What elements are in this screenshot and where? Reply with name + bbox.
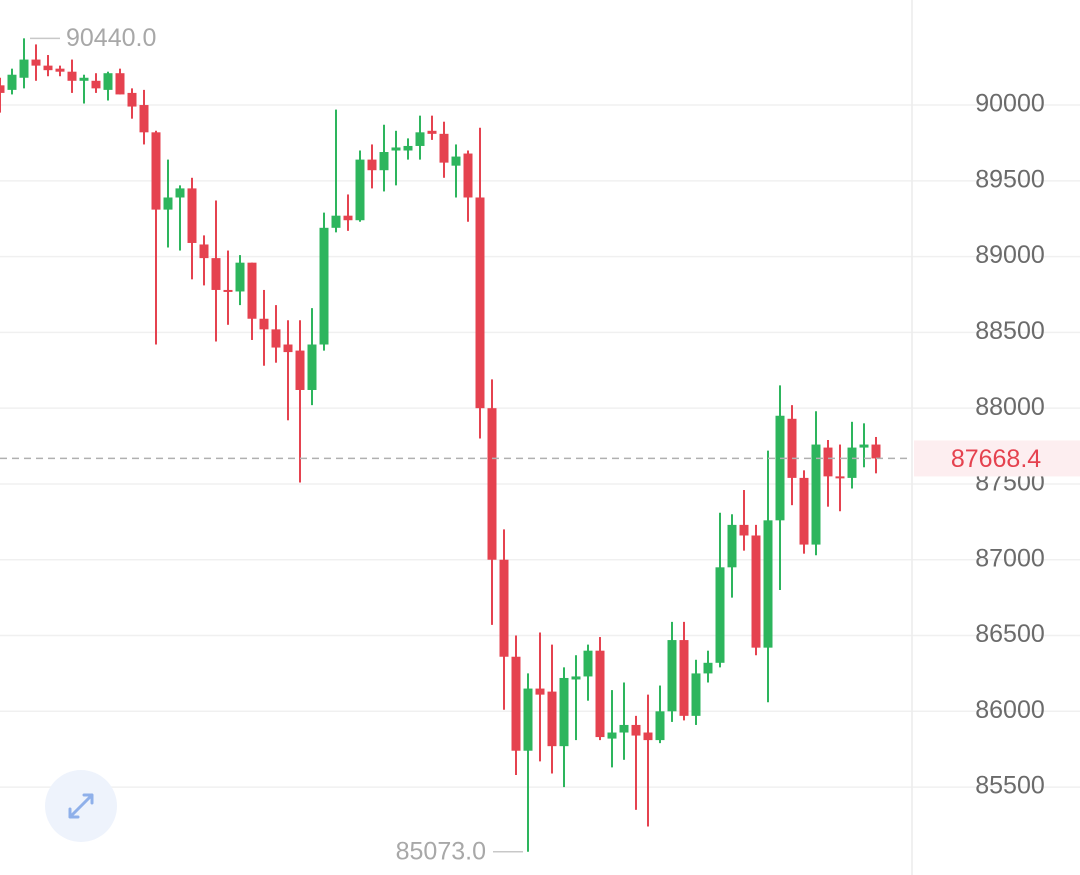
candle-body (31, 59, 41, 66)
candle-body (55, 68, 65, 72)
candle-body (631, 724, 641, 736)
candle-body (595, 650, 605, 738)
candle-body (151, 132, 161, 210)
candle-body (223, 289, 233, 292)
candle-body (175, 188, 185, 198)
candle-body (619, 724, 629, 733)
candles (0, 38, 881, 852)
candle-body (835, 476, 845, 479)
candle-body (211, 258, 221, 290)
candle-body (451, 156, 461, 166)
candle-body (283, 344, 293, 353)
candle-body (319, 227, 329, 345)
candle-body (343, 215, 353, 221)
candle-body (475, 197, 485, 409)
expand-icon[interactable] (68, 793, 94, 819)
candle-body (847, 447, 857, 478)
candle-body (643, 732, 653, 741)
candle-body (19, 59, 29, 78)
candle-body (583, 650, 593, 677)
candle-body (823, 447, 833, 477)
candle-body (811, 444, 821, 545)
candle-body (187, 188, 197, 243)
candle-body (439, 133, 449, 163)
y-tick-label: 85500 (975, 772, 1045, 800)
candle-body (79, 77, 89, 81)
candle-body (679, 640, 689, 716)
candle-body (547, 691, 557, 747)
candle-body (259, 318, 269, 330)
candle-body (235, 262, 245, 292)
y-tick-label: 88500 (975, 317, 1045, 345)
candle-body (415, 132, 425, 146)
candle-body (715, 567, 725, 663)
candle-body (7, 74, 17, 90)
candle-body (379, 152, 389, 171)
candle-body (667, 640, 677, 712)
y-axis: 8550086000865008700087500880008850089000… (975, 90, 1045, 800)
candle-body (763, 520, 773, 648)
candle-body (247, 262, 257, 319)
candle-body (43, 65, 53, 71)
candle-body (355, 159, 365, 221)
candle-body (199, 244, 209, 259)
candle-body (535, 688, 545, 695)
y-tick-label: 88000 (975, 393, 1045, 421)
candle-body (559, 677, 569, 747)
min-label: 85073.0 (396, 837, 486, 865)
candle-body (775, 415, 785, 521)
candle-body (103, 73, 113, 90)
y-tick-label: 89000 (975, 241, 1045, 269)
candle-body (571, 676, 581, 680)
expand-button[interactable] (45, 770, 117, 842)
candle-body (295, 350, 305, 390)
candle-body (787, 418, 797, 478)
candle-body (511, 656, 521, 751)
candle-body (703, 662, 713, 674)
candle-body (163, 197, 173, 210)
candle-body (403, 145, 413, 151)
y-tick-label: 89500 (975, 165, 1045, 193)
candle-body (427, 130, 437, 134)
y-tick-label: 90000 (975, 90, 1045, 118)
candle-body (607, 732, 617, 739)
candle-body (139, 105, 149, 133)
candle-body (499, 559, 509, 657)
candle-body (367, 159, 377, 171)
last-price-badge (914, 440, 1080, 477)
max-label: 90440.0 (66, 24, 156, 52)
candle-body (307, 344, 317, 390)
candle-body (871, 444, 881, 459)
y-tick-label: 86000 (975, 696, 1045, 724)
candle-body (463, 153, 473, 198)
candle-body (655, 711, 665, 741)
candle-body (751, 535, 761, 648)
candle-body (727, 524, 737, 568)
candle-body (487, 408, 497, 560)
candle-body (271, 329, 281, 348)
y-tick-label: 86500 (975, 620, 1045, 648)
last-price-label: 87668.4 (951, 445, 1041, 473)
candle-body (859, 444, 869, 448)
candle-body (391, 147, 401, 151)
candle-body (331, 215, 341, 228)
candle-body (0, 85, 5, 93)
candle-body (67, 71, 77, 81)
candle-body (799, 477, 809, 545)
candle-body (691, 673, 701, 716)
candle-body (523, 688, 533, 751)
candle-body (91, 80, 101, 89)
candle-body (739, 524, 749, 536)
candle-body (127, 92, 137, 107)
y-tick-label: 87000 (975, 544, 1045, 572)
annotations: 87668.4 90440.0 85073.0 (0, 24, 1080, 865)
candle-body (115, 73, 125, 95)
